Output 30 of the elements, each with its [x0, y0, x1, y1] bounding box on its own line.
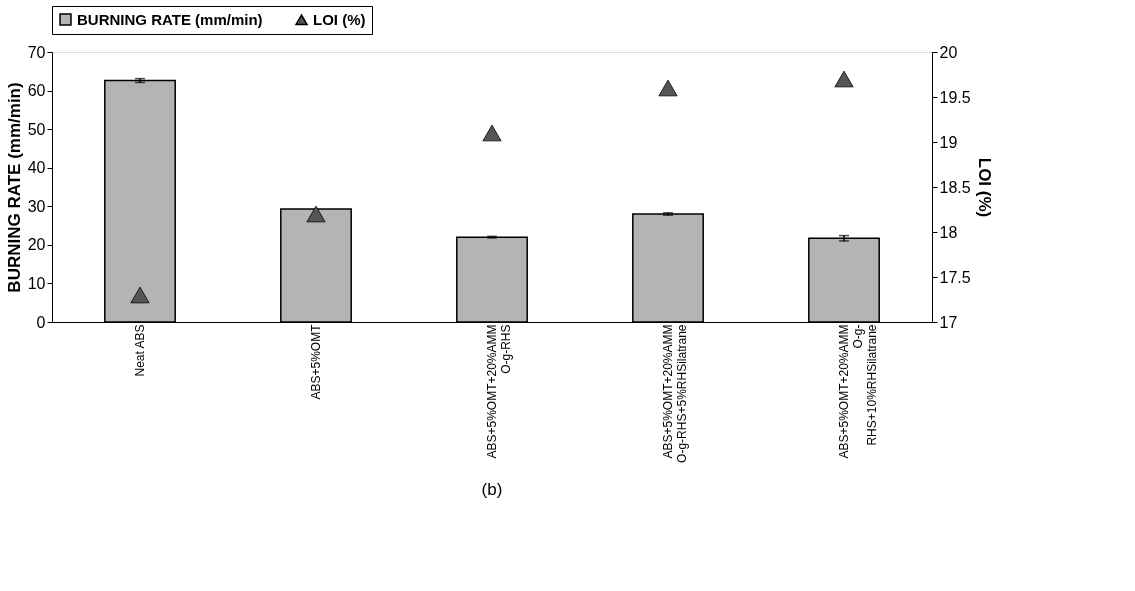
- x-tick-label: ABS+5%OMT+20%AMM O-g-RHS: [485, 324, 513, 459]
- point: [834, 70, 854, 88]
- y2-tick-label: 20: [939, 43, 958, 61]
- y2-axis-title: LOI (%): [974, 157, 994, 218]
- y-tick-label: 70: [27, 43, 46, 61]
- y2-tick-label: 18: [939, 223, 958, 241]
- y-tick-label: 50: [27, 120, 46, 138]
- legend-label: LOI (%): [313, 10, 366, 28]
- text: (b): [481, 480, 503, 500]
- y2-tick-label: 17.5: [939, 268, 971, 286]
- x-tick-label: ABS+5%OMT+20%AMM O-g-RHS+5%RHSilatrane: [661, 324, 689, 463]
- y-tick-label: 10: [27, 274, 46, 292]
- y-tick-label: 60: [27, 82, 46, 100]
- point: [306, 205, 326, 223]
- y-tick-label: 20: [27, 236, 46, 254]
- x-tick-label: ABS+5%OMT: [309, 323, 323, 400]
- y-tick-label: 0: [36, 313, 46, 331]
- y2-tick-label: 17: [939, 313, 958, 331]
- point: [482, 124, 502, 142]
- y-tick-label: 40: [27, 159, 46, 177]
- x-tick-label: Neat ABS: [133, 324, 147, 377]
- point: [130, 286, 150, 304]
- x-tick-label: ABS+5%OMT+20%AMM O-g- RHS+10%RHSilatrane: [837, 324, 879, 459]
- y2-tick-label: 19: [939, 133, 958, 151]
- point: [658, 79, 678, 97]
- y2-tick-label: 19.5: [939, 88, 971, 106]
- y-tick-label: 30: [27, 197, 46, 215]
- y2-tick-label: 18.5: [939, 178, 971, 196]
- legend-label: BURNING RATE (mm/min): [77, 10, 263, 28]
- y-axis-title: BURNING RATE (mm/min): [4, 82, 24, 293]
